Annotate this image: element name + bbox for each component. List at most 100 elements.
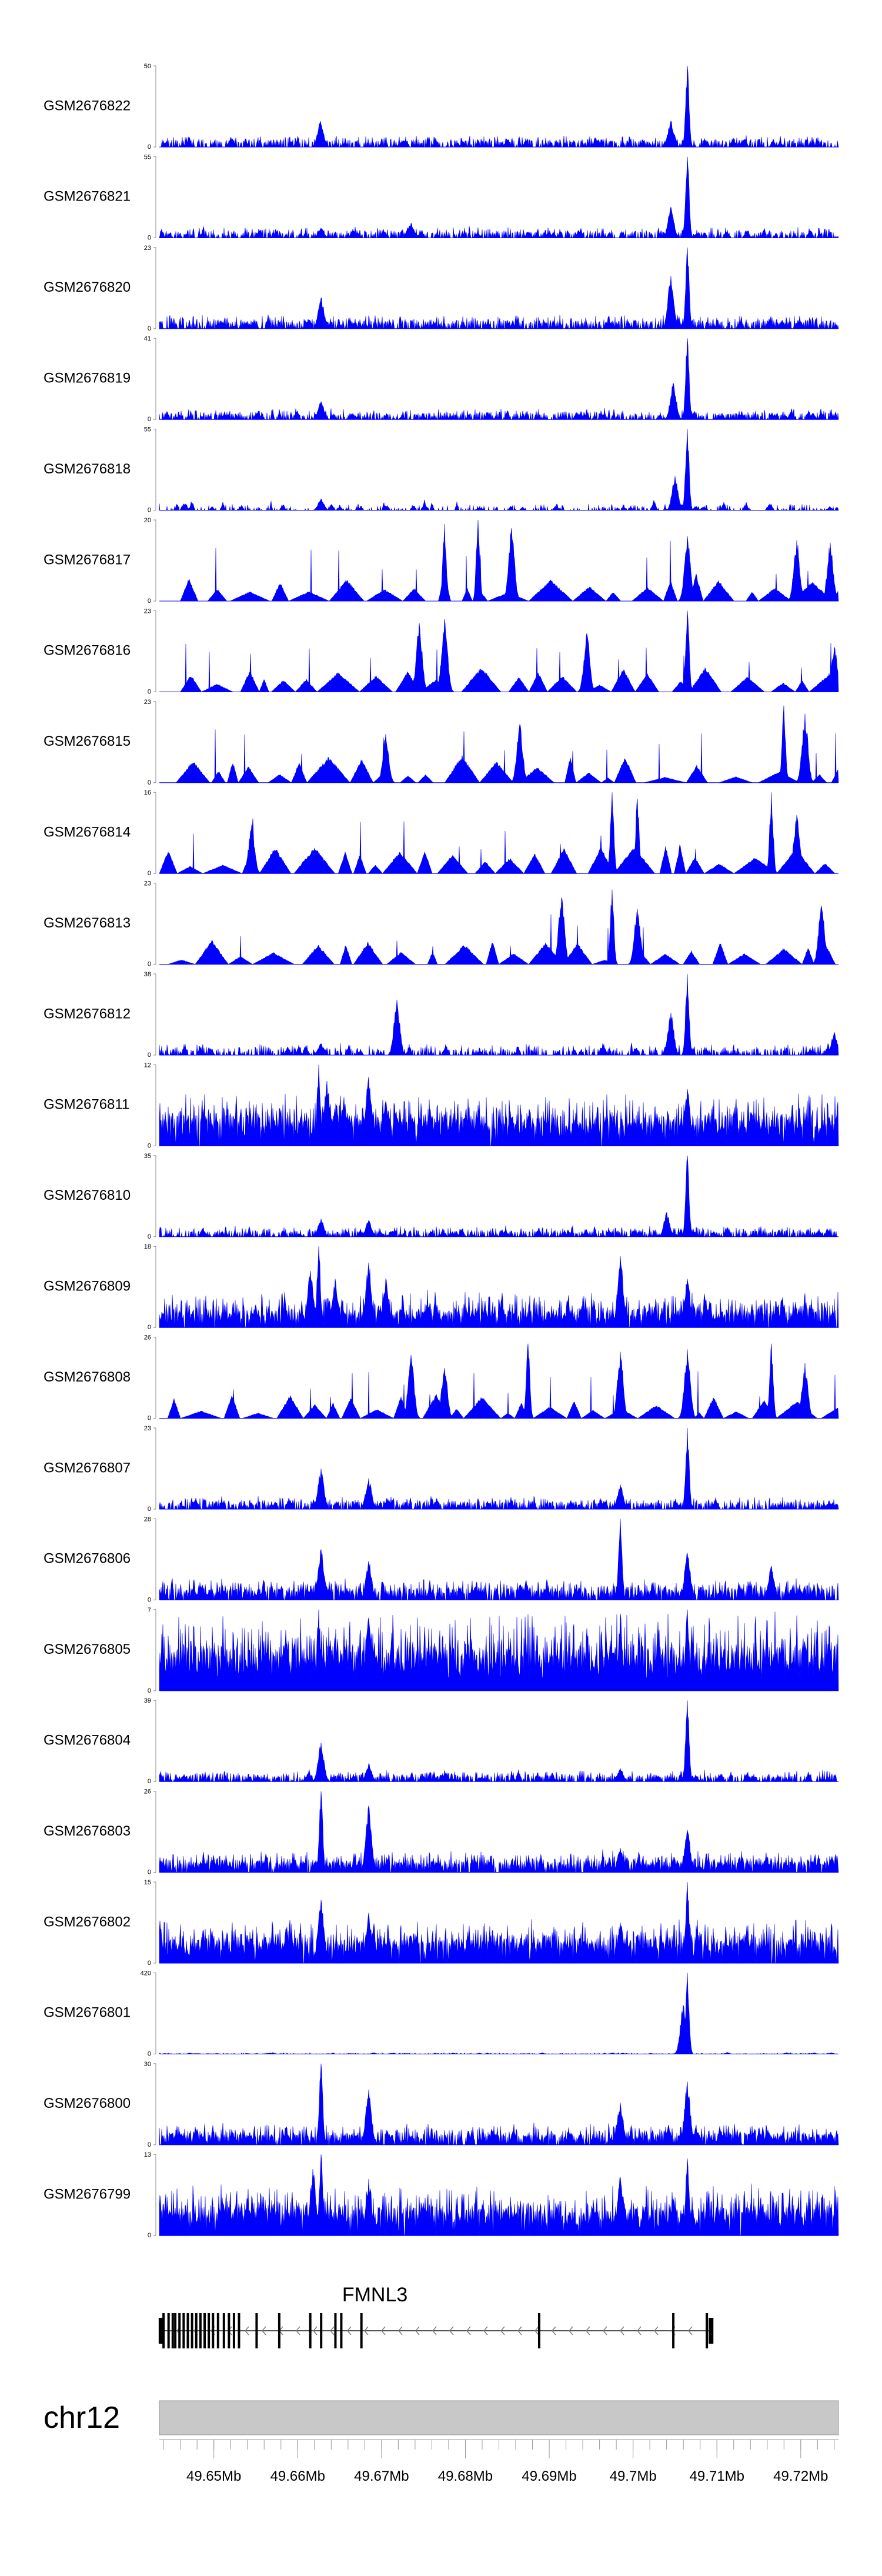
track-label: GSM2676820 — [44, 279, 131, 295]
track-GSM2676805: GSM2676805 7 0 — [44, 1607, 839, 1694]
coverage-area — [159, 1246, 839, 1328]
strand-arrow — [313, 2326, 318, 2335]
track-label: GSM2676817 — [44, 552, 131, 568]
strand-arrow — [500, 2326, 505, 2335]
track-GSM2676822: GSM2676822 50 0 — [44, 63, 839, 151]
strand-arrow — [569, 2326, 573, 2335]
track-label: GSM2676800 — [44, 2095, 131, 2111]
ideogram-bar — [159, 2400, 839, 2435]
coverage-area — [159, 1973, 838, 2054]
coverage-area — [159, 1700, 838, 1783]
track-label: GSM2676812 — [44, 1006, 131, 1022]
y-max-label: 23 — [144, 880, 151, 887]
strand-arrow — [262, 2326, 266, 2335]
track-label: GSM2676807 — [44, 1460, 131, 1476]
genome-axis: chr12 49.65Mb 49.66Mb 49.67Mb 49.68Mb 49.69Mb… — [44, 2400, 839, 2484]
coverage-area — [159, 1881, 839, 1964]
strand-arrow — [398, 2326, 403, 2335]
strand-arrow — [466, 2326, 471, 2335]
track-GSM2676803: GSM2676803 26 0 — [44, 1788, 839, 1876]
coverage-area — [159, 519, 839, 602]
strand-arrow — [688, 2326, 693, 2335]
exon — [222, 2313, 225, 2348]
x-tick-label: 49.68Mb — [438, 2468, 493, 2484]
exon — [212, 2313, 215, 2348]
coverage-area — [159, 1155, 838, 1237]
x-tick-label: 49.66Mb — [270, 2468, 325, 2484]
y-max-label: 50 — [144, 63, 151, 70]
exon — [174, 2313, 177, 2348]
y-max-label: 26 — [144, 1334, 151, 1342]
strand-arrow — [432, 2326, 437, 2335]
track-label: GSM2676806 — [44, 1551, 131, 1567]
track-GSM2676819: GSM2676819 41 0 — [44, 335, 839, 423]
exon — [360, 2313, 363, 2348]
track-GSM2676800: GSM2676800 30 0 — [44, 2061, 839, 2148]
exon — [208, 2313, 211, 2348]
y-min-label: 0 — [148, 2050, 151, 2057]
y-min-label: 0 — [148, 1324, 151, 1331]
coverage-area — [159, 338, 839, 421]
y-min-label: 0 — [148, 961, 151, 968]
track-GSM2676820: GSM2676820 23 0 — [44, 245, 839, 332]
gene-name: FMNL3 — [342, 2284, 407, 2306]
exon — [195, 2313, 198, 2348]
y-min-label: 0 — [148, 870, 151, 877]
exon — [186, 2313, 189, 2348]
y-min-label: 0 — [148, 325, 151, 332]
y-max-label: 55 — [144, 154, 151, 161]
coverage-area — [159, 973, 839, 1056]
y-max-label: 23 — [144, 608, 151, 615]
track-GSM2676799: GSM2676799 13 0 — [44, 2151, 839, 2239]
exon — [171, 2313, 174, 2348]
exon — [191, 2313, 193, 2348]
coverage-area — [159, 247, 839, 329]
track-GSM2676813: GSM2676813 23 0 — [44, 880, 838, 968]
y-max-label: 23 — [144, 245, 151, 252]
exon — [340, 2313, 343, 2348]
y-min-label: 0 — [148, 1687, 151, 1694]
coverage-area — [159, 610, 839, 692]
gene-track: FMNL3 — [158, 2284, 714, 2348]
y-max-label: 420 — [141, 1970, 151, 1977]
track-GSM2676817: GSM2676817 20 0 — [44, 517, 839, 605]
y-max-label: 13 — [144, 2151, 151, 2158]
y-min-label: 0 — [148, 598, 151, 605]
exon — [255, 2313, 258, 2348]
track-label: GSM2676815 — [44, 733, 131, 749]
y-max-label: 38 — [144, 971, 151, 978]
y-max-label: 16 — [144, 789, 151, 796]
strand-arrow — [330, 2326, 335, 2335]
strand-arrow — [347, 2326, 352, 2335]
strand-arrow — [415, 2326, 420, 2335]
y-max-label: 15 — [144, 1879, 151, 1886]
chromosome-label: chr12 — [44, 2401, 120, 2435]
track-label: GSM2676805 — [44, 1641, 131, 1657]
y-min-label: 0 — [148, 234, 151, 241]
strand-arrow — [364, 2326, 369, 2335]
x-tick-label: 49.65Mb — [186, 2468, 241, 2484]
y-max-label: 20 — [144, 517, 151, 524]
track-label: GSM2676821 — [44, 189, 131, 205]
y-min-label: 0 — [148, 1778, 151, 1785]
track-GSM2676808: GSM2676808 26 0 — [44, 1334, 839, 1422]
track-label: GSM2676813 — [44, 915, 131, 931]
strand-arrow — [620, 2326, 624, 2335]
track-label: GSM2676801 — [44, 2005, 131, 2021]
track-label: GSM2676818 — [44, 461, 131, 477]
exon — [672, 2313, 675, 2348]
strand-arrow — [245, 2326, 249, 2335]
exon — [537, 2313, 540, 2348]
exon — [199, 2313, 202, 2348]
y-min-label: 0 — [148, 2232, 151, 2239]
strand-arrow — [483, 2326, 488, 2335]
track-label: GSM2676802 — [44, 1914, 131, 1930]
y-min-label: 0 — [148, 1052, 151, 1059]
track-GSM2676811: GSM2676811 12 0 — [44, 1062, 839, 1149]
y-min-label: 0 — [148, 688, 151, 695]
strand-arrow — [654, 2326, 659, 2335]
y-min-label: 0 — [148, 1506, 151, 1513]
track-label: GSM2676810 — [44, 1187, 131, 1203]
y-max-label: 26 — [144, 1788, 151, 1796]
y-min-label: 0 — [148, 2141, 151, 2148]
